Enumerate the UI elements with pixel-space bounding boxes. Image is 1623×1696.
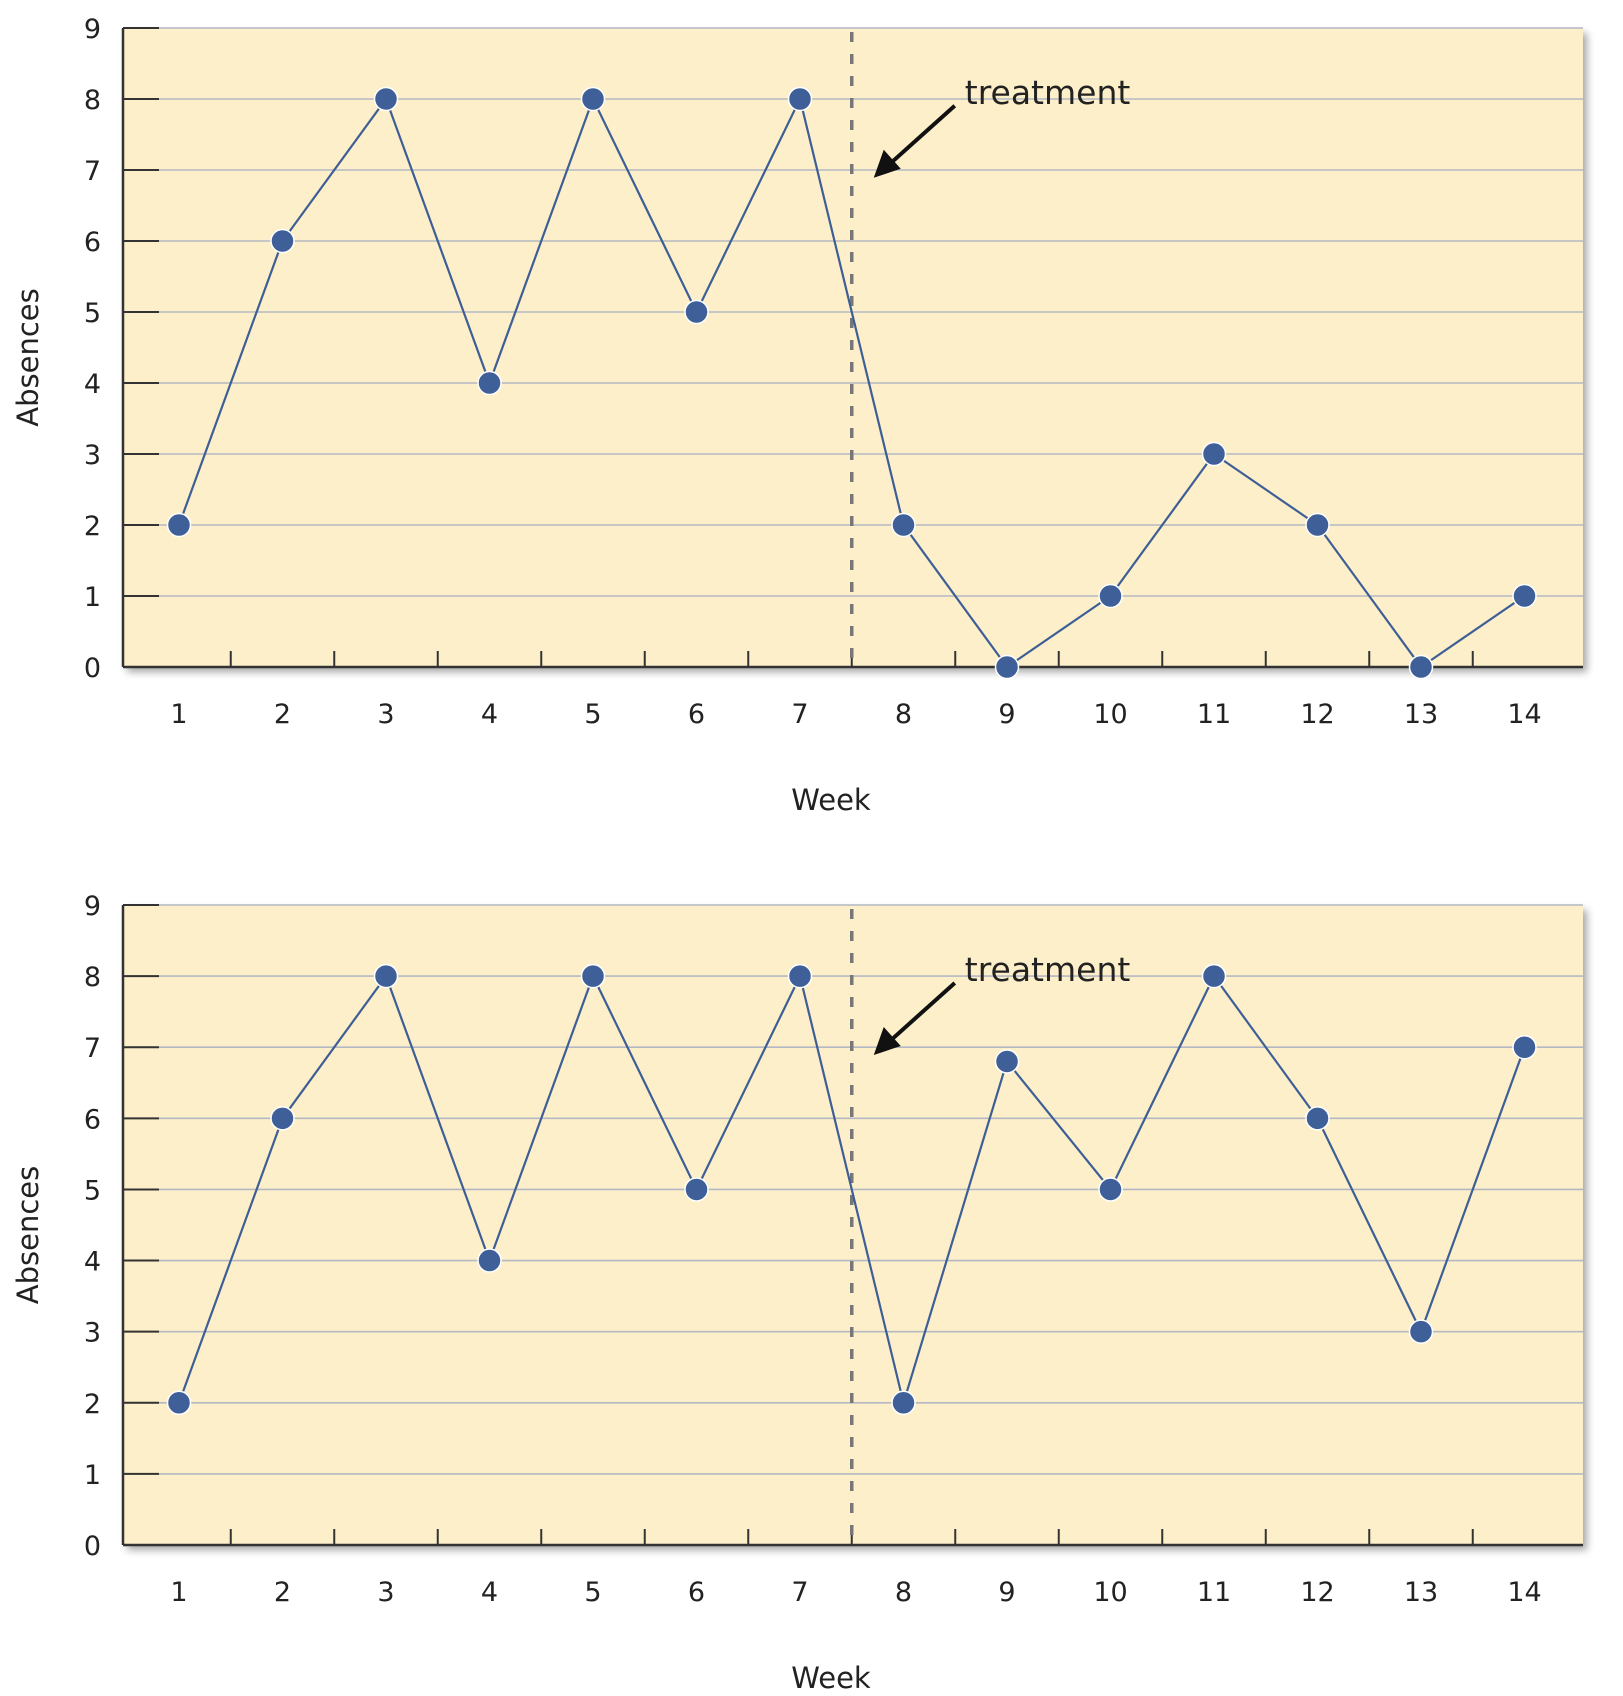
y-tick-label: 4 bbox=[84, 369, 101, 400]
data-point bbox=[373, 963, 399, 989]
data-point bbox=[166, 1390, 192, 1416]
x-axis-title: Week bbox=[791, 1661, 871, 1695]
x-tick-label: 6 bbox=[688, 1577, 705, 1608]
y-tick-label: 9 bbox=[84, 891, 101, 922]
y-tick-label: 6 bbox=[84, 227, 101, 258]
x-tick-label: 3 bbox=[377, 699, 394, 730]
y-tick-label: 8 bbox=[84, 962, 101, 993]
data-point bbox=[1408, 1319, 1434, 1344]
x-tick-label: 5 bbox=[584, 699, 601, 730]
data-point bbox=[580, 963, 606, 989]
x-tick-label: 10 bbox=[1093, 699, 1127, 730]
data-point bbox=[1512, 583, 1537, 609]
x-tick-label: 12 bbox=[1300, 1577, 1334, 1608]
data-point bbox=[787, 963, 813, 989]
data-point bbox=[994, 654, 1020, 680]
data-point bbox=[891, 512, 916, 538]
x-tick-label: 4 bbox=[481, 1577, 498, 1608]
data-point bbox=[270, 1106, 295, 1131]
x-tick-label: 4 bbox=[481, 699, 498, 730]
y-axis-title: Absences bbox=[11, 288, 45, 426]
y-tick-label: 7 bbox=[84, 1033, 101, 1064]
x-tick-label: 1 bbox=[170, 1577, 187, 1608]
x-tick-label: 5 bbox=[584, 1577, 601, 1608]
y-tick-label: 2 bbox=[84, 511, 101, 542]
data-point bbox=[684, 299, 709, 325]
x-tick-label: 9 bbox=[998, 1577, 1015, 1608]
treatment-label: treatment bbox=[965, 73, 1131, 112]
y-tick-label: 1 bbox=[84, 1460, 101, 1491]
data-point bbox=[1201, 963, 1227, 989]
x-tick-label: 13 bbox=[1404, 1577, 1438, 1608]
y-tick-label: 3 bbox=[84, 1318, 101, 1349]
y-tick-label: 5 bbox=[84, 298, 101, 329]
data-point bbox=[1305, 512, 1330, 538]
data-point bbox=[373, 86, 399, 112]
y-tick-label: 7 bbox=[84, 156, 101, 187]
data-point bbox=[1098, 583, 1123, 609]
x-axis-title: Week bbox=[791, 783, 871, 817]
x-tick-label: 8 bbox=[895, 699, 912, 730]
data-point bbox=[994, 1049, 1020, 1074]
data-point bbox=[684, 1177, 709, 1202]
x-tick-label: 8 bbox=[895, 1577, 912, 1608]
x-tick-label: 9 bbox=[998, 699, 1015, 730]
data-point bbox=[166, 512, 192, 538]
y-tick-label: 1 bbox=[84, 582, 101, 613]
data-point bbox=[1305, 1106, 1330, 1131]
y-axis-title: Absences bbox=[11, 1166, 45, 1304]
x-tick-label: 13 bbox=[1404, 699, 1438, 730]
x-tick-label: 3 bbox=[377, 1577, 394, 1608]
x-tick-label: 7 bbox=[791, 1577, 808, 1608]
treatment-arrow-head bbox=[873, 149, 901, 178]
treatment-arrow-head bbox=[873, 1027, 901, 1055]
data-point bbox=[477, 370, 502, 396]
data-point bbox=[891, 1390, 916, 1416]
y-tick-label: 0 bbox=[84, 653, 101, 684]
x-tick-label: 14 bbox=[1507, 1577, 1541, 1608]
y-tick-label: 3 bbox=[84, 440, 101, 471]
treatment-label: treatment bbox=[965, 950, 1131, 989]
data-point bbox=[580, 86, 606, 112]
treatment-arrow-shaft bbox=[886, 981, 957, 1045]
y-tick-label: 6 bbox=[84, 1104, 101, 1135]
x-tick-label: 14 bbox=[1507, 699, 1541, 730]
y-tick-label: 5 bbox=[84, 1175, 101, 1206]
x-tick-label: 1 bbox=[170, 699, 187, 730]
data-point bbox=[477, 1248, 502, 1273]
x-tick-label: 10 bbox=[1093, 1577, 1127, 1608]
data-point bbox=[1408, 654, 1434, 680]
x-tick-label: 11 bbox=[1197, 699, 1231, 730]
x-tick-label: 2 bbox=[274, 1577, 291, 1608]
data-point bbox=[1512, 1034, 1537, 1060]
y-tick-label: 0 bbox=[84, 1531, 101, 1562]
data-point bbox=[1098, 1177, 1123, 1202]
data-point bbox=[787, 86, 813, 112]
series-line bbox=[177, 972, 1526, 1407]
series-line bbox=[177, 95, 1526, 669]
x-tick-label: 2 bbox=[274, 699, 291, 730]
y-tick-label: 4 bbox=[84, 1247, 101, 1278]
y-tick-label: 8 bbox=[84, 85, 101, 116]
data-point bbox=[1201, 441, 1227, 467]
y-tick-label: 2 bbox=[84, 1389, 101, 1420]
data-point bbox=[270, 228, 295, 254]
x-tick-label: 11 bbox=[1197, 1577, 1231, 1608]
x-tick-label: 12 bbox=[1300, 699, 1334, 730]
x-tick-label: 7 bbox=[791, 699, 808, 730]
x-tick-label: 6 bbox=[688, 699, 705, 730]
treatment-arrow-shaft bbox=[886, 104, 957, 168]
y-tick-label: 9 bbox=[84, 14, 101, 45]
